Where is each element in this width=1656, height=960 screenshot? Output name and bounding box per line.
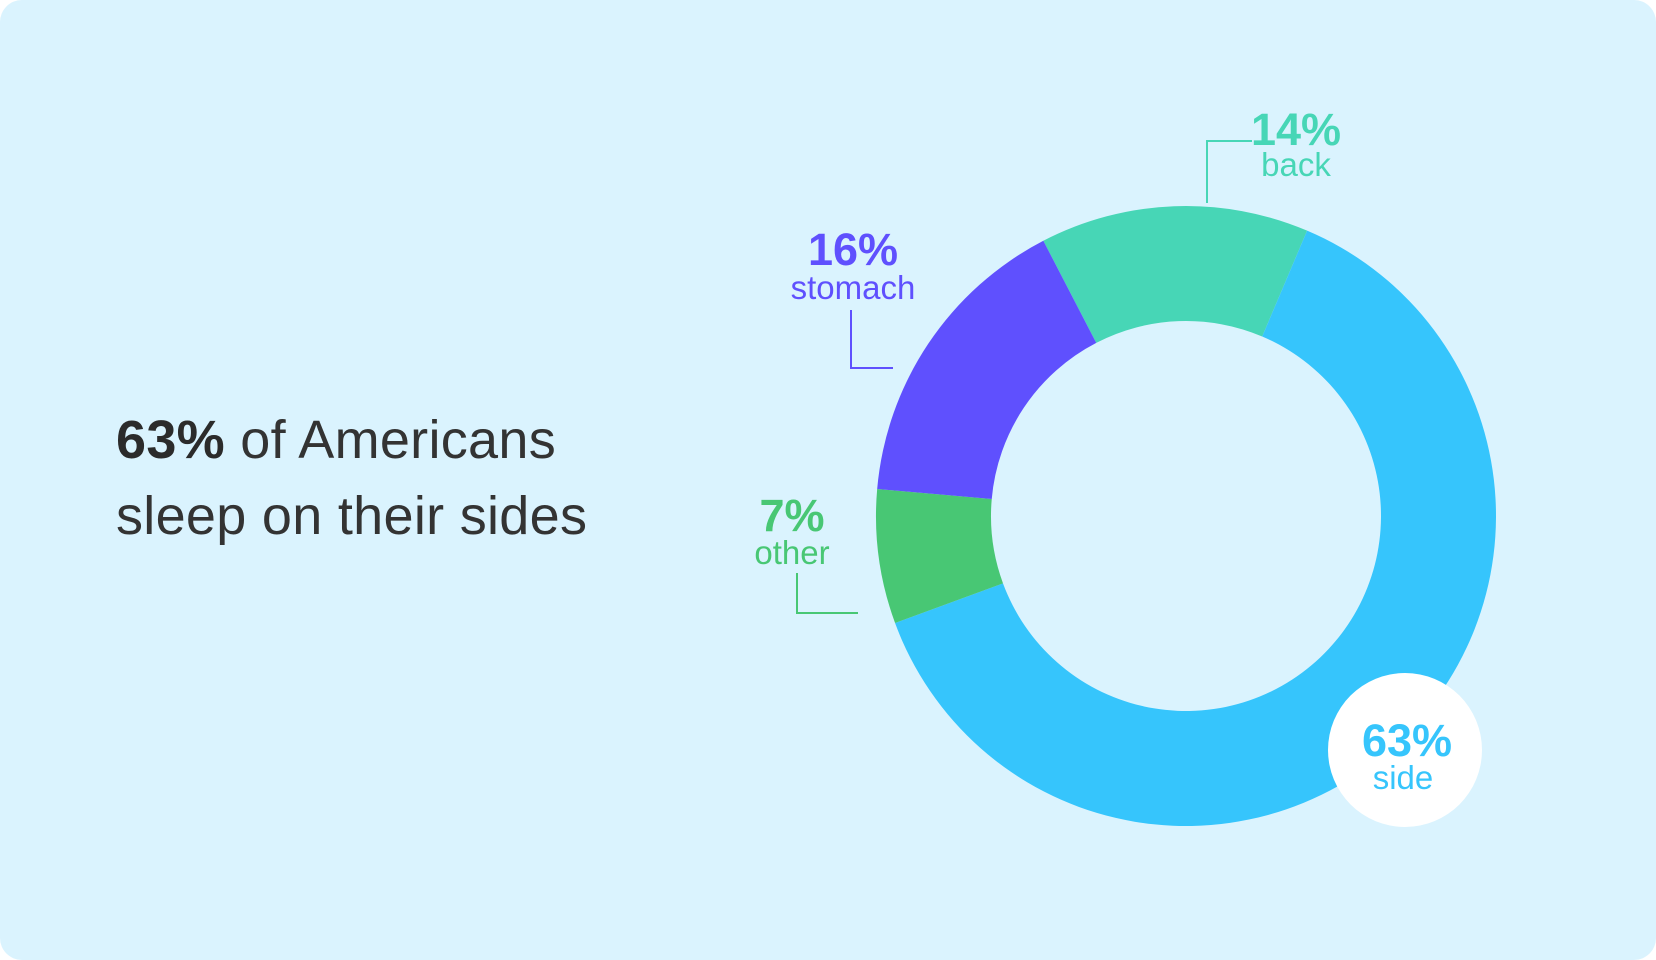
- headline-line2: sleep on their sides: [116, 486, 588, 546]
- headline: 63% of Americans sleep on their sides: [116, 402, 716, 554]
- slice-stomach: [877, 240, 1097, 500]
- label-side-value: 63%: [1362, 715, 1452, 766]
- headline-highlight: 63%: [116, 410, 225, 470]
- label-stomach-value: 16%: [808, 224, 898, 275]
- slice-back: [1043, 206, 1308, 343]
- headline-line1: of Americans: [224, 410, 557, 470]
- label-side-name: side: [1373, 759, 1434, 796]
- label-stomach-name: stomach: [791, 269, 916, 306]
- donut-slices: [875, 206, 1496, 826]
- leader-line-back: [1206, 140, 1252, 203]
- label-back-name: back: [1261, 146, 1331, 183]
- label-back-value: 14%: [1251, 104, 1341, 155]
- leader-line-other: [796, 573, 858, 614]
- leader-line-stomach: [850, 310, 893, 369]
- label-other-name: other: [754, 534, 829, 571]
- slice-other: [875, 488, 1003, 624]
- side-badge: [1328, 673, 1482, 827]
- label-other-value: 7%: [759, 490, 824, 541]
- slice-side: [895, 230, 1496, 826]
